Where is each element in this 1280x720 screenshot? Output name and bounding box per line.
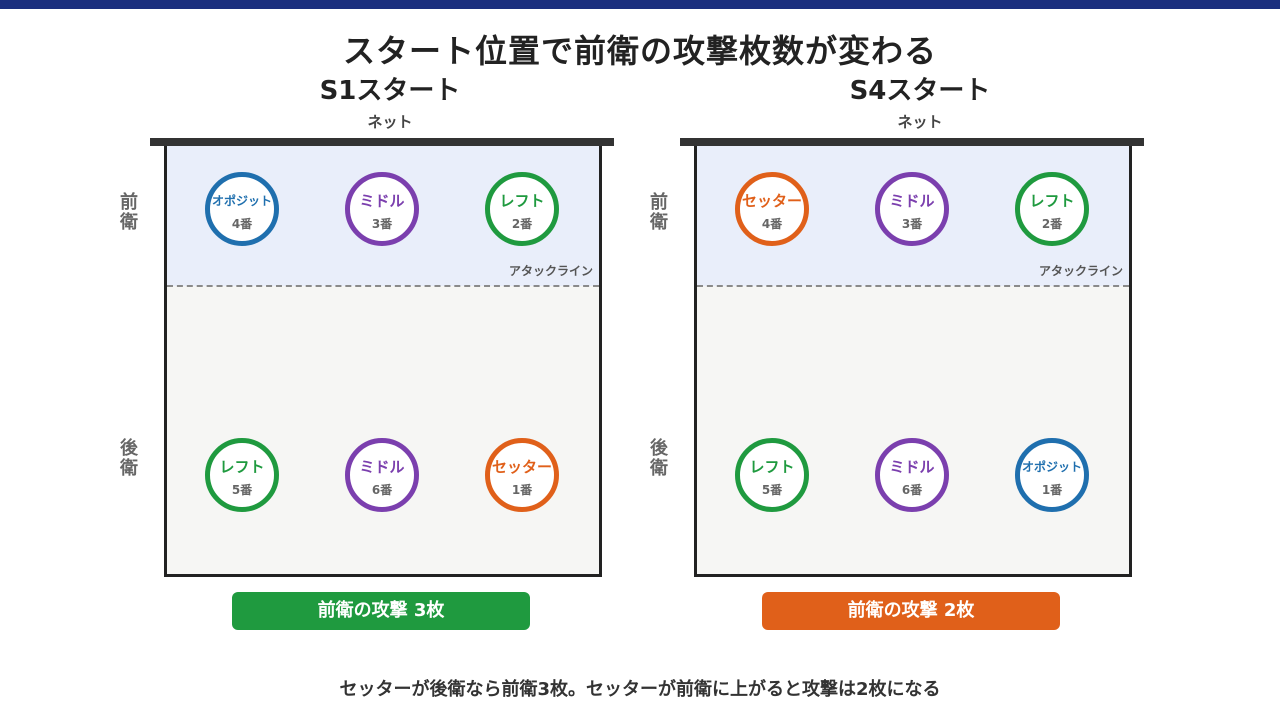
player-back-left: レフト 5番 [205,438,279,512]
player-position-number: 3番 [901,217,923,231]
net-label: ネット [897,113,943,131]
rotation-panel-s4: S4スタート ネット アタックライン セッター 4番 ミドル 3番 レフト 2番… [680,70,1160,640]
player-role: オポジット [1021,460,1082,474]
net-label: ネット [367,113,413,131]
player-role: ミドル [359,192,405,210]
player-front-center: ミドル 3番 [345,172,419,246]
player-back-left: レフト 5番 [735,438,809,512]
player-role: レフト [499,192,545,210]
player-role: ミドル [889,192,935,210]
player-front-left: オポジット 4番 [205,172,279,246]
player-position-number: 6番 [371,483,393,497]
player-role: レフト [749,458,795,476]
player-role: オポジット [211,194,272,208]
player-position-number: 3番 [371,217,393,231]
top-accent-bar [0,0,1280,9]
player-back-right: セッター 1番 [485,438,559,512]
attack-count-badge: 前衛の攻撃 2枚 [762,592,1060,630]
panel-title: S4スタート [849,76,991,106]
rotation-panel-s1: S1スタート ネット アタックライン オポジット 4番 ミドル 3番 レフト 2… [150,70,630,640]
player-role: レフト [1029,192,1075,210]
attack-count-badge: 前衛の攻撃 3枚 [232,592,530,630]
player-position-number: 2番 [1041,217,1063,231]
attack-line [697,285,1129,287]
panel-title: S1スタート [319,76,461,106]
row-label-back: 後衛 [117,438,138,478]
attack-line [167,285,599,287]
court: アタックライン オポジット 4番 ミドル 3番 レフト 2番 レフト 5番 ミド… [164,144,602,577]
player-back-center: ミドル 6番 [345,438,419,512]
player-role: ミドル [889,458,935,476]
player-front-left: セッター 4番 [735,172,809,246]
player-position-number: 1番 [1041,483,1063,497]
player-position-number: 1番 [511,483,533,497]
player-back-right: オポジット 1番 [1015,438,1089,512]
court: アタックライン セッター 4番 ミドル 3番 レフト 2番 レフト 5番 ミドル… [694,144,1132,577]
player-role: セッター [741,192,802,210]
row-label-front: 前衛 [117,192,138,232]
attack-line-label: アタックライン [508,264,593,278]
player-position-number: 4番 [231,217,253,231]
row-label-front: 前衛 [647,192,668,232]
player-back-center: ミドル 6番 [875,438,949,512]
footer-caption: セッターが後衛なら前衛3枚。セッターが前衛に上がると攻撃は2枚になる [339,679,941,700]
player-role: セッター [491,458,552,476]
player-position-number: 5番 [761,483,783,497]
attack-line-label: アタックライン [1038,264,1123,278]
player-front-right: レフト 2番 [485,172,559,246]
player-role: レフト [219,458,265,476]
net [680,138,1144,146]
player-position-number: 5番 [231,483,253,497]
row-label-back: 後衛 [647,438,668,478]
player-front-right: レフト 2番 [1015,172,1089,246]
player-role: ミドル [359,458,405,476]
player-position-number: 4番 [761,217,783,231]
player-front-center: ミドル 3番 [875,172,949,246]
net [150,138,614,146]
page-title: スタート位置で前衛の攻撃枚数が変わる [342,32,937,70]
player-position-number: 6番 [901,483,923,497]
player-position-number: 2番 [511,217,533,231]
